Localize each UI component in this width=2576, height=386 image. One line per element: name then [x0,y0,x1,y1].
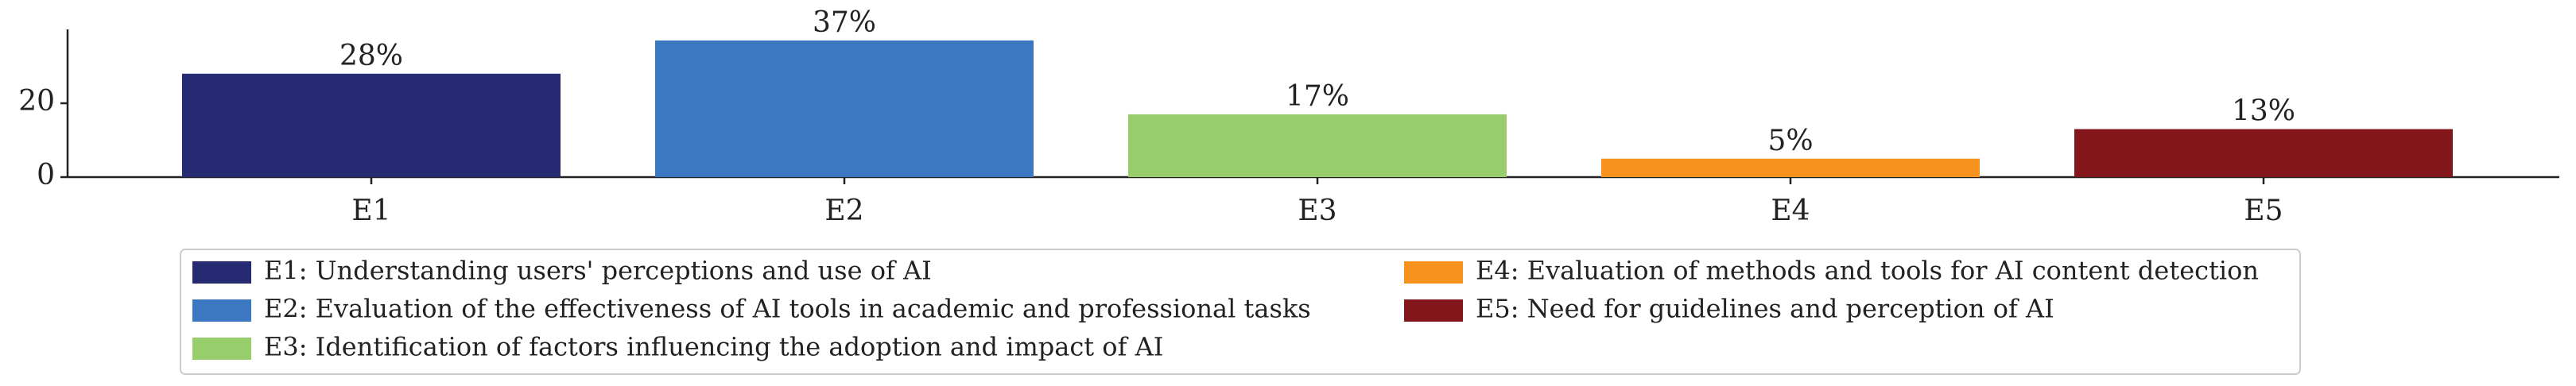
legend-label: E3: Identification of factors influencin… [264,332,1163,362]
value-label: 37% [813,6,876,39]
legend-label: E4: Evaluation of methods and tools for … [1476,256,2259,286]
legend-swatch [1404,261,1463,284]
legend-swatch [1404,299,1463,322]
x-tick-label: E2 [824,195,863,227]
legend-swatch [192,261,251,284]
legend-box [180,249,2301,375]
value-label: 13% [2232,95,2295,128]
y-tick-label: 20 [18,85,55,118]
value-label: 28% [339,40,403,72]
x-tick-label: E5 [2244,195,2283,227]
x-tick-label: E1 [351,195,390,227]
bar [2074,129,2453,177]
legend-label: E2: Evaluation of the effectiveness of A… [264,294,1311,324]
legend-swatch [192,338,251,360]
bar [182,73,561,177]
legend-swatch [192,299,251,322]
legend-label: E1: Understanding users' perceptions and… [264,256,932,286]
value-label: 5% [1767,125,1813,157]
bar [1601,158,1980,177]
bar [1128,114,1507,177]
x-tick-label: E4 [1771,195,1810,227]
x-tick-label: E3 [1298,195,1336,227]
bar [655,40,1034,178]
value-label: 17% [1286,80,1349,113]
legend-label: E5: Need for guidelines and perception o… [1476,294,2054,324]
y-tick-label: 0 [37,159,55,191]
